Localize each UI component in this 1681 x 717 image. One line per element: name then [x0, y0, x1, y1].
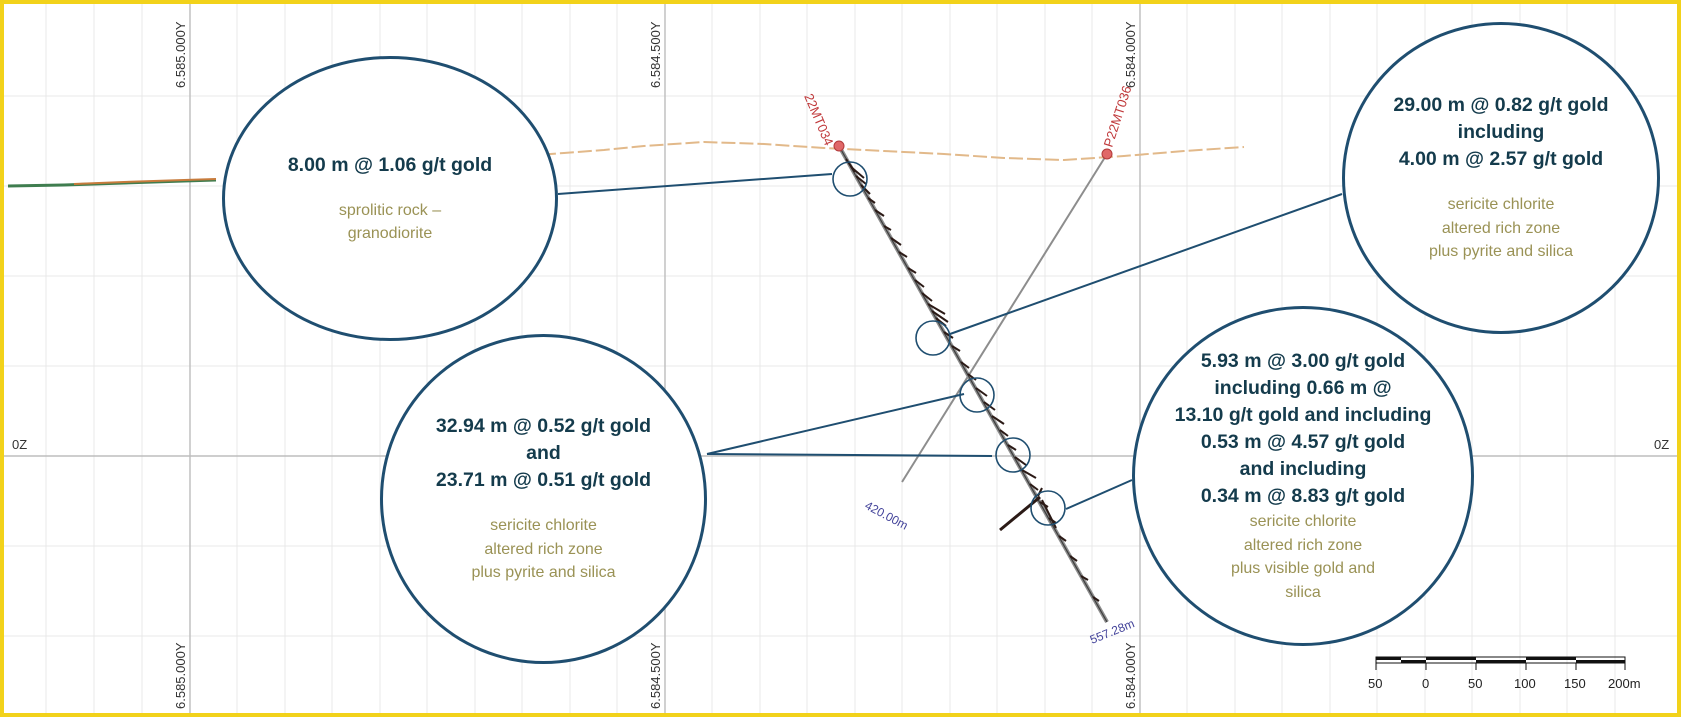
northing-label-bottom-3: 6.584.000Y: [1123, 642, 1138, 709]
callout-description-line: sericite chlorite: [1249, 513, 1357, 530]
northing-label-bottom-1: 6.585.000Y: [173, 642, 188, 709]
intercept-markers: [832, 161, 1066, 526]
intercept-marker-3: [959, 377, 995, 413]
assay-histogram: [845, 158, 1100, 602]
scale-label-3: 50: [1468, 676, 1482, 691]
callout-headline-line: 13.10 g/t gold and including: [1174, 404, 1432, 426]
scale-label-1: 50: [1368, 676, 1382, 691]
callout-description-line: plus pyrite and silica: [471, 564, 616, 582]
callout-headline-line: 0.34 m @ 8.83 g/t gold: [1200, 485, 1406, 507]
northing-label-top-2: 6.584.500Y: [648, 21, 663, 88]
callout-headline-line: 8.00 m @ 1.06 g/t gold: [287, 153, 493, 176]
callout-headline-line: including 0.66 m @: [1214, 377, 1392, 399]
elevation-label-right: 0Z: [1654, 437, 1669, 452]
callout-headline-line: 4.00 m @ 2.57 g/t gold: [1398, 148, 1604, 171]
intercept-marker-4: [995, 437, 1031, 473]
callout-headline-line: 0.53 m @ 4.57 g/t gold: [1200, 431, 1406, 453]
elevation-label-left: 0Z: [12, 437, 27, 452]
intercept-marker-2: [915, 320, 951, 356]
callout-description-line: plus visible gold and: [1230, 560, 1376, 577]
callout-description-line: silica: [1285, 583, 1321, 601]
callout-description-line: altered rich zone: [1243, 536, 1363, 554]
scale-label-5: 150: [1564, 676, 1586, 691]
callout-description-line: altered rich zone: [1441, 219, 1561, 237]
drill-hole-label-p22mt036: P22MT036: [1101, 84, 1135, 149]
callout-intercept-2: 29.00 m @ 0.82 g/t gold including 4.00 m…: [1342, 22, 1660, 334]
northing-label-bottom-2: 6.584.500Y: [648, 642, 663, 709]
end-depth-label-22mt034: 557.28m: [1088, 616, 1137, 646]
scale-bar: 50 0 50 100 150 200m: [1368, 656, 1641, 691]
scale-label-2: 0: [1422, 676, 1429, 691]
callout-headline-line: 23.71 m @ 0.51 g/t gold: [435, 469, 652, 492]
scale-label-6: 200m: [1608, 676, 1641, 691]
scale-label-4: 100: [1514, 676, 1536, 691]
callout-description-line: granodiorite: [347, 225, 433, 242]
callout-intercept-3: 32.94 m @ 0.52 g/t gold and 23.71 m @ 0.…: [380, 334, 707, 664]
drill-hole-22mt034: [833, 140, 1109, 623]
callout-description-line: sericite chlorite: [1447, 196, 1555, 214]
northing-label-top-3: 6.584.000Y: [1123, 21, 1138, 88]
callout-leaders: [557, 173, 1343, 510]
callout-description-line: sprolitic rock –: [338, 201, 442, 219]
intercept-marker-5: [1030, 490, 1066, 526]
callout-description-line: altered rich zone: [484, 540, 603, 558]
topography-surface: [7, 140, 1245, 188]
callout-headline-line: 5.93 m @ 3.00 g/t gold: [1200, 350, 1406, 372]
callout-intercept-4: 5.93 m @ 3.00 g/t gold including 0.66 m …: [1132, 306, 1474, 646]
callout-headline-line: including: [1457, 121, 1545, 144]
intercept-marker-1: [832, 161, 868, 197]
drill-hole-p22mt036: [901, 148, 1113, 483]
callout-headline-line: 29.00 m @ 0.82 g/t gold: [1393, 94, 1609, 117]
callout-description-line: sericite chlorite: [490, 517, 597, 535]
callout-headline-line: and including: [1239, 458, 1367, 480]
callout-description-line: plus pyrite and silica: [1428, 243, 1574, 261]
callout-headline-line: and: [526, 442, 561, 465]
callout-intercept-1: 8.00 m @ 1.06 g/t gold sprolitic rock – …: [222, 56, 558, 341]
callout-headline-line: 32.94 m @ 0.52 g/t gold: [435, 415, 652, 438]
end-depth-label-p22mt036: 420.00m: [863, 498, 911, 532]
northing-label-top-1: 6.585.000Y: [173, 21, 188, 88]
